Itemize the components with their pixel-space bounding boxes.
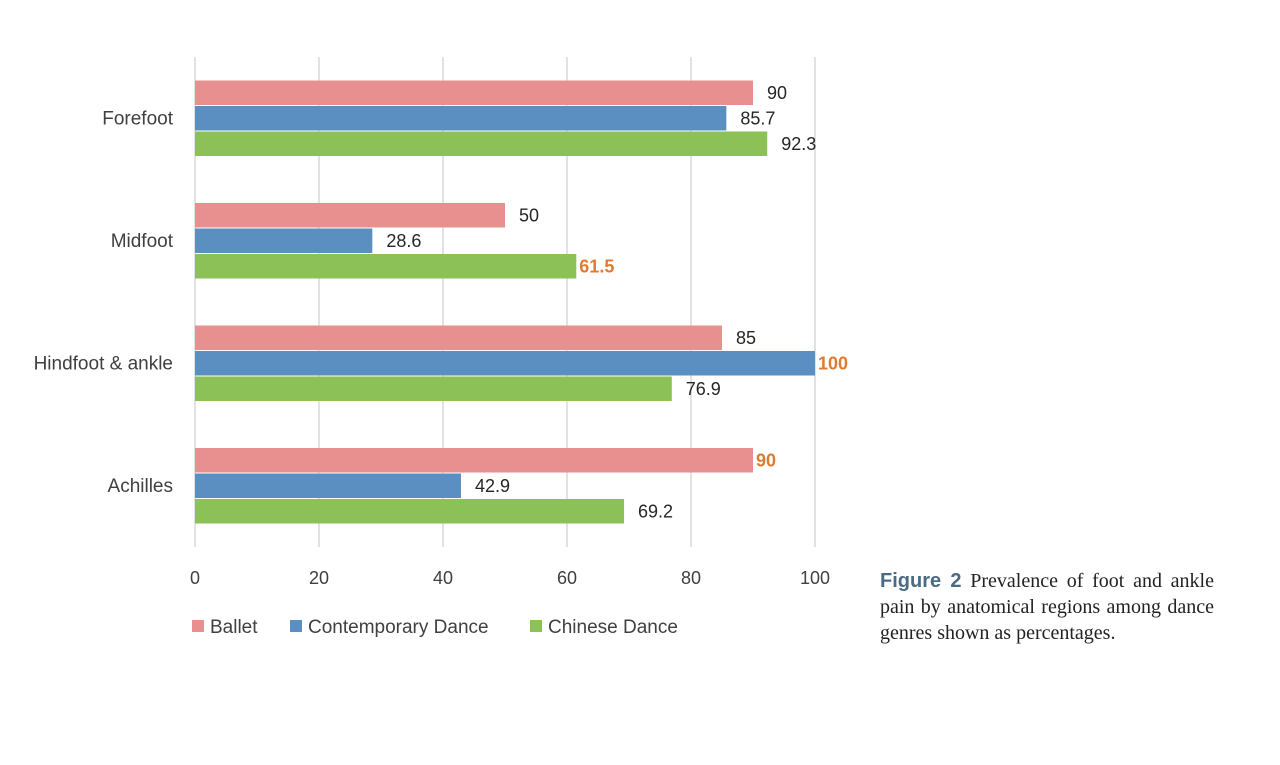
legend-label: Chinese Dance xyxy=(548,617,678,638)
legend-label: Contemporary Dance xyxy=(308,617,489,638)
value-label: 61.5 xyxy=(579,256,614,276)
bar-ballet-forefoot xyxy=(195,80,753,105)
category-label: Midfoot xyxy=(111,231,174,252)
bar-chinese-dance-hindfoot-ankle xyxy=(195,376,672,401)
legend-swatch xyxy=(290,620,302,632)
value-label: 42.9 xyxy=(475,476,510,496)
bar-contemporary-dance-forefoot xyxy=(195,106,727,131)
value-label: 28.6 xyxy=(386,231,421,251)
bar-chart: 9085.792.35028.661.58510076.99042.969.2 … xyxy=(34,57,848,638)
figure-caption: Figure 2 Prevalence of foot and ankle pa… xyxy=(880,568,1214,646)
bar-contemporary-dance-midfoot xyxy=(195,228,373,253)
bar-contemporary-dance-achilles xyxy=(195,473,461,498)
bar-chinese-dance-forefoot xyxy=(195,131,768,156)
value-label: 92.3 xyxy=(781,134,816,154)
bar-ballet-achilles xyxy=(195,448,753,473)
category-label: Achilles xyxy=(108,476,173,497)
x-tick-label: 0 xyxy=(190,568,200,588)
value-label: 50 xyxy=(519,205,539,225)
bar-chinese-dance-achilles xyxy=(195,499,625,524)
legend: Ballet Contemporary Dance Chinese Dance xyxy=(192,617,678,638)
x-tick-label: 80 xyxy=(681,568,701,588)
bar-ballet-hindfoot-ankle xyxy=(195,325,722,350)
bar-chinese-dance-midfoot xyxy=(195,254,577,279)
x-tick-label: 60 xyxy=(557,568,577,588)
figure-caption-text: Prevalence of foot and ankle pain by ana… xyxy=(880,570,1214,644)
x-tick-label: 20 xyxy=(309,568,329,588)
category-labels: Forefoot Midfoot Hindfoot & ankle Achilles xyxy=(34,108,174,497)
bars: 90 85.7 92.3 50 28.6 61.5 85 100 76.9 90 42.9 69.2 xyxy=(195,80,848,524)
x-tick-label: 40 xyxy=(433,568,453,588)
x-tick-labels: 0 20 40 60 80 100 xyxy=(190,568,830,588)
value-label: 85 xyxy=(736,328,756,348)
x-tick-label: 100 xyxy=(800,568,830,588)
legend-label: Ballet xyxy=(210,617,258,638)
bar-ballet-midfoot xyxy=(195,203,505,228)
category-label: Forefoot xyxy=(102,108,173,129)
category-label: Hindfoot & ankle xyxy=(34,353,173,374)
bar-contemporary-dance-hindfoot-ankle xyxy=(195,351,815,376)
value-label: 69.2 xyxy=(638,501,673,521)
value-label: 90 xyxy=(767,83,787,103)
value-label: 85.7 xyxy=(740,108,775,128)
value-label: 90 xyxy=(756,450,776,470)
figure-label: Figure 2 xyxy=(880,570,962,592)
value-label: 76.9 xyxy=(686,379,721,399)
value-label: 100 xyxy=(818,353,848,373)
legend-swatch xyxy=(530,620,542,632)
legend-swatch xyxy=(192,620,204,632)
